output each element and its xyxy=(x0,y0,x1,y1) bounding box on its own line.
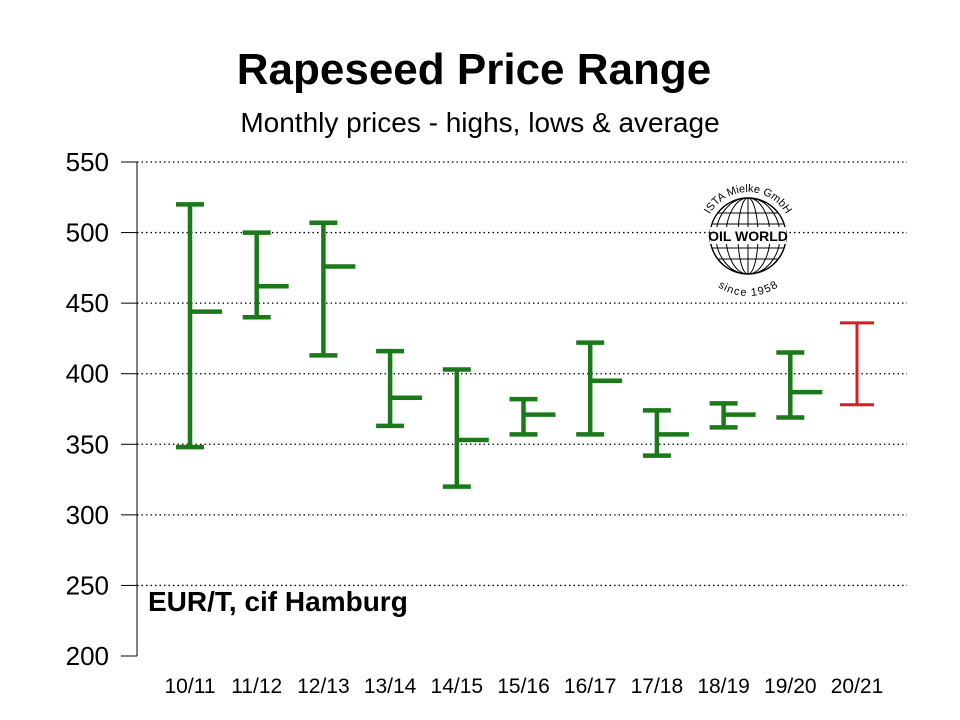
unit-label: EUR/T, cif Hamburg xyxy=(148,586,408,617)
y-tick-label: 400 xyxy=(66,359,109,389)
x-tick-label: 18/19 xyxy=(697,675,750,698)
x-tick-label: 20/21 xyxy=(831,675,884,698)
y-tick-label: 200 xyxy=(66,641,109,671)
x-tick-label: 10/11 xyxy=(165,675,216,698)
y-tick-label: 550 xyxy=(66,147,109,177)
x-tick-label: 19/20 xyxy=(764,675,817,698)
oil-world-logo: OIL WORLD ISTA Mielke GmbH since 1958 xyxy=(702,183,794,299)
y-tick-label: 450 xyxy=(66,288,109,318)
x-tick-label: 16/17 xyxy=(564,675,617,698)
y-tick-label: 350 xyxy=(66,429,109,459)
x-tick-label: 12/13 xyxy=(297,675,350,698)
x-tick-label: 17/18 xyxy=(631,675,684,698)
x-tick-label: 11/12 xyxy=(231,675,282,698)
x-tick-label: 14/15 xyxy=(431,675,484,698)
y-tick-label: 250 xyxy=(66,570,109,600)
svg-text:OIL WORLD: OIL WORLD xyxy=(708,228,788,244)
chart-title: Rapeseed Price Range xyxy=(237,45,711,94)
svg-text:since 1958: since 1958 xyxy=(716,279,780,299)
chart-subtitle: Monthly prices - highs, lows & average xyxy=(240,107,719,138)
y-tick-label: 300 xyxy=(66,500,109,530)
y-tick-label: 500 xyxy=(66,218,109,248)
x-tick-label: 13/14 xyxy=(364,675,417,698)
x-tick-label: 15/16 xyxy=(497,675,550,698)
